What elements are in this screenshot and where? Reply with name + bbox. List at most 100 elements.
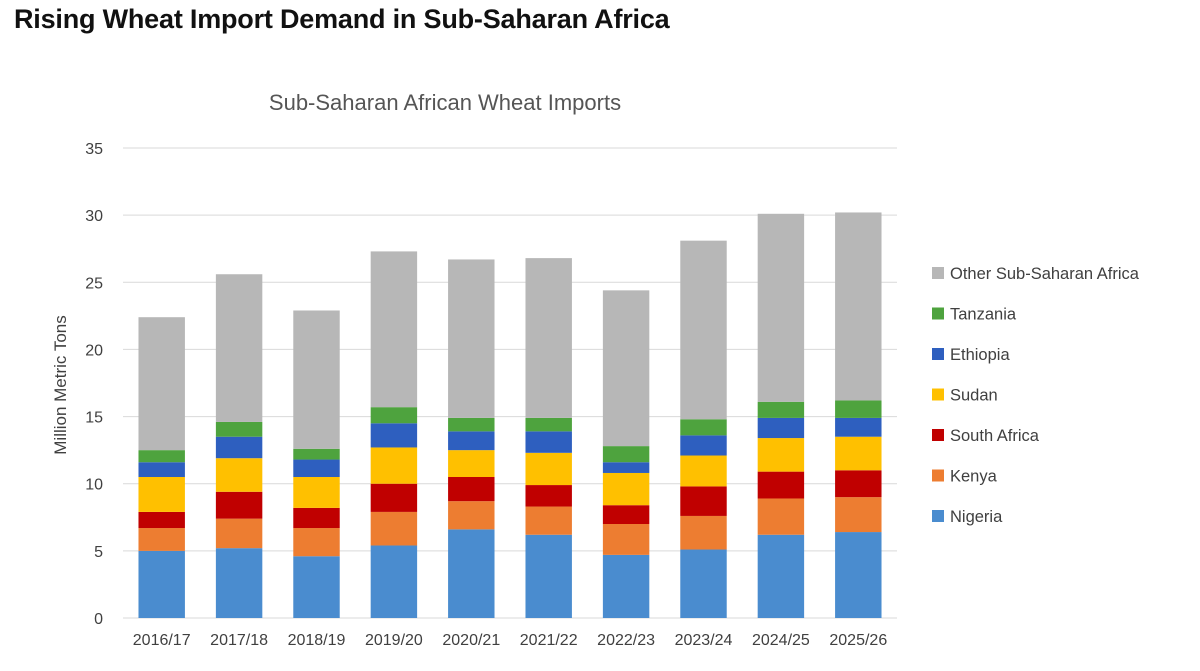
bar-segment (680, 435, 727, 456)
bar-segment (525, 506, 572, 535)
x-tick-label: 2019/20 (365, 632, 423, 649)
bar-segment (680, 240, 727, 420)
x-tick-label: 2023/24 (675, 632, 733, 649)
y-axis-label: Million Metric Tons (51, 315, 70, 455)
bar-segment (138, 550, 185, 618)
legend-label: Sudan (950, 387, 998, 405)
bar-segment (602, 505, 650, 524)
bar-segment (293, 310, 340, 449)
bar-segment (680, 455, 727, 487)
bar-segment (293, 477, 340, 508)
bar-segment (835, 497, 882, 533)
bar-segment (448, 529, 495, 618)
bar-segment (448, 477, 495, 502)
bar-segment (370, 407, 418, 424)
legend-swatch (932, 307, 944, 320)
bar-segment (680, 486, 727, 516)
x-tick-label: 2022/23 (597, 632, 655, 649)
y-tick-label: 35 (85, 141, 103, 158)
bar-segment (138, 450, 185, 463)
bar-segment (835, 532, 882, 618)
x-tick-label: 2021/22 (520, 632, 578, 649)
bar-segment (215, 421, 263, 437)
bar-segment (138, 462, 185, 477)
y-tick-label: 15 (85, 410, 103, 427)
y-tick-label: 25 (85, 275, 103, 292)
x-axis-ticks: 2016/17 2017/18 2018/19 2019/20 2020/21 2021/… (133, 632, 888, 649)
bar-segment (448, 417, 495, 432)
bar-segment (757, 498, 805, 535)
legend-label: Ethiopia (950, 346, 1010, 364)
bar-segment (602, 554, 650, 618)
bar-segment (835, 470, 882, 498)
bar-segment (215, 436, 263, 459)
bar-segment (448, 259, 495, 418)
x-tick-label: 2024/25 (752, 632, 810, 649)
bar-segment (138, 511, 185, 529)
legend-label: Tanzania (950, 306, 1017, 324)
bar-segment (835, 436, 882, 471)
bar-segment (757, 401, 805, 418)
legend-label: South Africa (950, 427, 1040, 445)
bar-segment (370, 545, 418, 618)
bar-segment (448, 450, 495, 477)
bar-segment (602, 472, 650, 506)
bar-segment (757, 438, 805, 472)
chart-title: Sub-Saharan African Wheat Imports (269, 90, 621, 115)
bar-segment (835, 417, 882, 437)
bar-segment (448, 501, 495, 530)
legend: Other Sub-Saharan Africa Tanzania Ethiopia… (932, 265, 1140, 526)
bar-segment (215, 458, 263, 492)
x-tick-label: 2018/19 (288, 632, 346, 649)
bar-segment (757, 213, 805, 402)
bar-segment (370, 447, 418, 484)
legend-swatch (932, 348, 944, 360)
x-tick-label: 2017/18 (210, 632, 268, 649)
bar-segment (215, 518, 263, 549)
bar-segment (215, 274, 263, 422)
bar-segment (525, 452, 572, 486)
y-tick-label: 20 (85, 342, 103, 359)
bar-segment (370, 483, 418, 512)
x-tick-label: 2020/21 (442, 632, 500, 649)
bar-segment (138, 528, 185, 551)
bar-segment (370, 251, 418, 408)
bar-segment (293, 528, 340, 557)
bar-segment (835, 212, 882, 401)
x-tick-label: 2025/26 (829, 632, 887, 649)
bar-segment (757, 534, 805, 618)
bar-segment (525, 485, 572, 507)
y-tick-label: 0 (94, 611, 103, 628)
legend-swatch (932, 469, 944, 482)
legend-swatch (932, 388, 944, 401)
bar-segment (602, 462, 650, 473)
bar-segment (680, 549, 727, 618)
legend-swatch (932, 510, 944, 522)
bar-segment (757, 417, 805, 439)
y-tick-label: 5 (94, 544, 103, 561)
bar-segment (293, 448, 340, 460)
bar-segment (293, 507, 340, 529)
legend-label: Other Sub-Saharan Africa (950, 265, 1140, 283)
bar-segment (293, 556, 340, 618)
bar-segment (757, 471, 805, 499)
y-tick-label: 30 (85, 208, 103, 225)
bar-segment (138, 477, 185, 512)
legend-label: Kenya (950, 468, 998, 486)
bar-segment (138, 317, 185, 451)
bar-segment (602, 290, 650, 447)
bar-segment (370, 423, 418, 448)
bar-segment (293, 459, 340, 477)
bar-segment (525, 417, 572, 432)
bar-segment (680, 515, 727, 550)
legend-label: Nigeria (950, 508, 1003, 526)
bars (138, 212, 882, 618)
bar-segment (835, 400, 882, 418)
bar-segment (448, 431, 495, 451)
x-tick-label: 2016/17 (133, 632, 191, 649)
bar-segment (602, 524, 650, 555)
bar-segment (525, 534, 572, 618)
bar-segment (680, 419, 727, 436)
legend-swatch (932, 429, 944, 441)
